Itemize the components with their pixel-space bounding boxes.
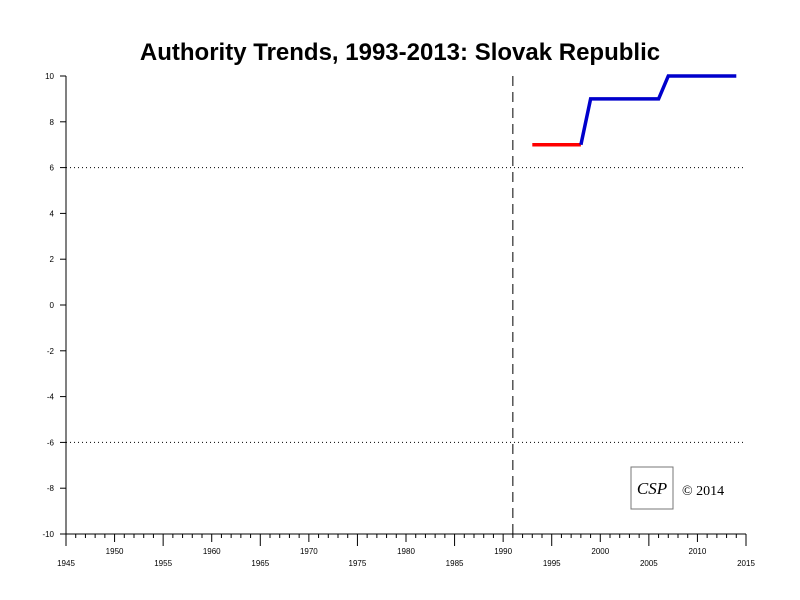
y-tick-label: 10 (45, 72, 54, 81)
x-tick-label: 1995 (543, 559, 561, 568)
y-tick-label: -10 (42, 530, 54, 539)
chart-title: Authority Trends, 1993-2013: Slovak Repu… (140, 39, 660, 66)
y-tick-label: -6 (47, 438, 55, 447)
series-line-1 (579, 74, 737, 146)
x-tick-label: 2000 (591, 547, 609, 556)
csp-logo-text: CSP (637, 479, 667, 498)
x-tick-label: 1945 (57, 559, 75, 568)
x-tick-label: 2015 (737, 559, 755, 568)
y-tick-label: -4 (47, 393, 55, 402)
x-tick-label: 1955 (154, 559, 172, 568)
x-tick-label: 1975 (349, 559, 367, 568)
x-tick-label: 1990 (494, 547, 512, 556)
y-tick-label: 2 (50, 255, 55, 264)
y-tick-label: -8 (47, 484, 55, 493)
y-tick-label: 8 (50, 118, 55, 127)
axes: 10 8 6 4 2 0 -2 -4 -6 -8 -10 1950 1960 1970 1980 1990 20… (42, 72, 755, 568)
reference-lines (66, 76, 746, 534)
x-tick-label: 1980 (397, 547, 415, 556)
csp-logo: CSP (630, 466, 674, 510)
x-tick-label: 1985 (446, 559, 464, 568)
x-tick-label: 2010 (689, 547, 707, 556)
x-tick-label: 1965 (251, 559, 269, 568)
y-tick-label: 6 (50, 164, 55, 173)
copyright-label: © 2014 (682, 484, 724, 499)
y-tick-label: -2 (47, 347, 55, 356)
series-group (532, 74, 737, 147)
x-tick-label: 2005 (640, 559, 658, 568)
y-tick-label: 0 (50, 301, 55, 310)
x-tick-label: 1960 (203, 547, 221, 556)
y-tick-label: 4 (50, 209, 55, 218)
x-tick-label: 1970 (300, 547, 318, 556)
x-tick-label: 1950 (106, 547, 124, 556)
